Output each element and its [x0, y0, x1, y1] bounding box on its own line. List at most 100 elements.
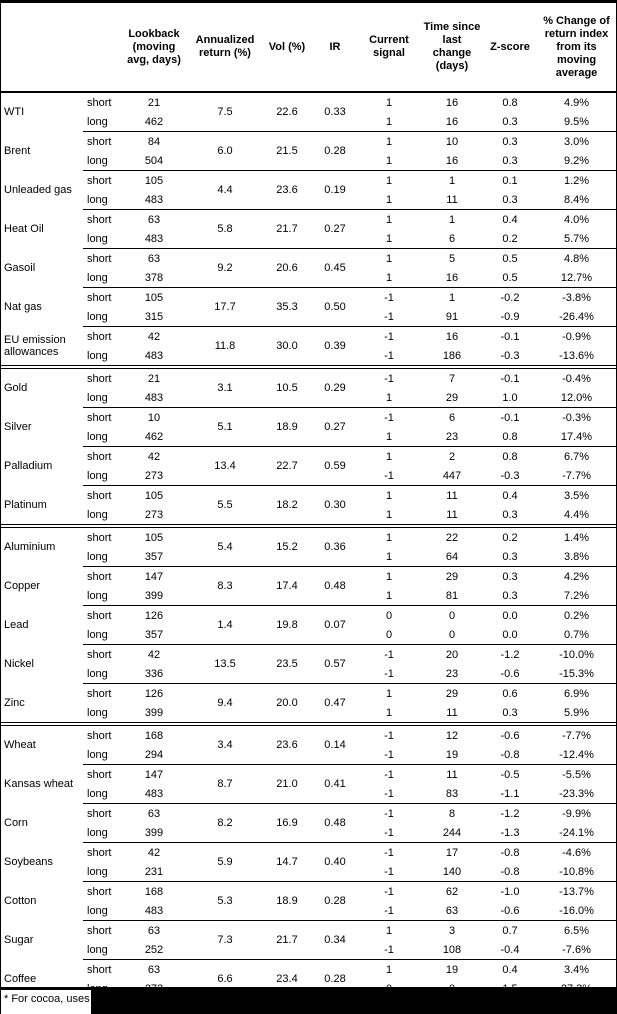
days-since-change-value: 11: [421, 764, 483, 784]
days-since-change-value: 17: [421, 842, 483, 862]
signal-value: -1: [384, 310, 394, 323]
pct-change-value: 4.2%: [537, 566, 616, 586]
lookback-value: 63: [119, 248, 189, 268]
zscore-value: 0.3: [502, 589, 518, 602]
annualized-return-value: 5.4: [189, 524, 261, 567]
ir-value: 0.57: [313, 644, 357, 684]
lookback-value: 357: [144, 550, 164, 563]
commodity-name: Cotton: [4, 895, 37, 907]
signal-value: 1: [385, 391, 393, 404]
horizon-label: short: [83, 287, 119, 307]
lookback-value: 105: [119, 170, 189, 190]
signal-value: -1: [357, 365, 421, 388]
lookback-value: 399: [144, 706, 164, 719]
commodity-row: long 504 1 16 0.3 9.2%: [1, 151, 616, 171]
ir-value: 0.48: [313, 803, 357, 843]
vol-value: 23.6: [261, 170, 313, 210]
pct-change-value: -23.3%: [559, 787, 594, 800]
days-since-change-value: 16: [421, 326, 483, 346]
col-header-time-since-last-change: Time since last change (days): [421, 3, 483, 93]
days-since-change-value: 10: [421, 131, 483, 151]
days-since-change-value: 16: [445, 271, 459, 284]
signal-value: 1: [357, 209, 421, 229]
ir-value: 0.34: [313, 920, 357, 960]
zscore-value: 1.0: [502, 391, 518, 404]
vol-value: 14.7: [261, 842, 313, 882]
annualized-return-value: 4.4: [189, 170, 261, 210]
zscore-value: -0.3: [500, 469, 520, 482]
horizon-label: short: [83, 722, 119, 745]
vol-value: 16.9: [261, 803, 313, 843]
lookback-value: 168: [119, 881, 189, 901]
vol-value: 15.2: [261, 524, 313, 567]
horizon-label: long: [87, 154, 108, 167]
commodity-row: long 294 -1 19 -0.8 -12.4%: [1, 745, 616, 765]
signal-value: 0: [357, 605, 421, 625]
signal-value: 1: [357, 170, 421, 190]
commodity-row: Aluminium short 105 5.4 15.2 0.36 1 22 0.2 1.4%: [1, 524, 616, 567]
days-since-change-value: 23: [445, 667, 459, 680]
lookback-value: 483: [144, 787, 164, 800]
vol-value: 21.7: [261, 920, 313, 960]
days-since-change-value: 62: [421, 881, 483, 901]
signal-value: -1: [357, 842, 421, 862]
signal-value: 1: [385, 115, 393, 128]
commodity-name: Coffee: [4, 973, 37, 985]
pct-change-value: -26.4%: [559, 310, 594, 323]
pct-change-value: 6.7%: [537, 446, 616, 466]
redaction-box: [90, 990, 616, 1014]
zscore-value: -0.8: [483, 842, 537, 862]
zscore-value: -0.5: [483, 764, 537, 784]
zscore-value: 0.7: [483, 920, 537, 940]
horizon-label: long: [87, 508, 108, 521]
ir-value: 0.19: [313, 170, 357, 210]
lookback-value: 21: [119, 365, 189, 388]
lookback-value: 21: [147, 96, 161, 109]
days-since-change-value: 16: [445, 154, 459, 167]
signal-value: 1: [385, 706, 393, 719]
pct-change-value: -7.7%: [562, 469, 591, 482]
ir-value: 0.33: [324, 106, 346, 118]
commodity-name: Silver: [4, 421, 32, 433]
lookback-value: 168: [119, 722, 189, 745]
horizon-label: long: [87, 310, 108, 323]
horizon-label: short: [83, 644, 119, 664]
commodity-row: Unleaded gas short 105 4.4 23.6 0.19 1 1 0.1 1.2%: [1, 170, 616, 210]
pct-change-value: -5.5%: [537, 764, 616, 784]
signal-value: 0: [385, 628, 393, 641]
commodity-row: long 315 -1 91 -0.9 -26.4%: [1, 307, 616, 327]
days-since-change-value: 7: [421, 365, 483, 388]
commodity-row: Sugar short 63 7.3 21.7 0.34 1 3 0.7 6.5%: [1, 920, 616, 960]
pct-change-value: 9.2%: [563, 154, 590, 167]
zscore-value: -0.6: [500, 904, 520, 917]
zscore-value: -0.6: [500, 667, 520, 680]
commodity-name: Nat gas: [4, 301, 42, 313]
lookback-value: 42: [119, 842, 189, 862]
zscore-value: 0.3: [502, 508, 518, 521]
lookback-value: 63: [119, 803, 189, 823]
signal-value: -1: [357, 326, 421, 346]
pct-change-value: 6.9%: [537, 683, 616, 703]
pct-change-value: -12.4%: [559, 748, 594, 761]
commodity-row: long 336 -1 23 -0.6 -15.3%: [1, 664, 616, 684]
zscore-value: 0.3: [502, 193, 518, 206]
ir-value: 0.28: [313, 881, 357, 921]
zscore-value: 0.4: [483, 209, 537, 229]
commodity-name: Platinum: [4, 498, 47, 511]
days-since-change-value: 29: [421, 683, 483, 703]
ir-value: 0.28: [313, 131, 357, 171]
ir-value: 0.07: [313, 605, 357, 645]
header-row: Lookback (moving avg, days) Annualized r…: [1, 3, 616, 93]
vol-value: 22.6: [276, 106, 298, 118]
ir-value: 0.59: [313, 446, 357, 486]
lookback-value: 126: [119, 683, 189, 703]
horizon-label: long: [87, 430, 108, 443]
momentum-signal-table: Lookback (moving avg, days) Annualized r…: [1, 3, 616, 1014]
pct-change-value: 17.4%: [560, 430, 593, 443]
zscore-value: 0.0: [502, 628, 518, 641]
signal-value: -1: [357, 287, 421, 307]
commodity-name: Heat Oil: [4, 223, 44, 235]
zscore-value: 0.4: [483, 485, 537, 505]
days-since-change-value: 91: [445, 310, 459, 323]
